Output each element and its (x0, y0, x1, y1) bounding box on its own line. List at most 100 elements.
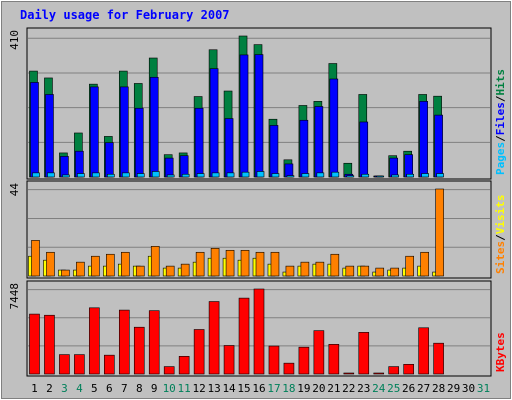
x-tick-day-13: 13 (207, 382, 220, 395)
bar-sites-day-7 (120, 251, 130, 277)
bar-files-day-27 (419, 101, 428, 178)
bar-kbytes-day-19 (298, 346, 310, 375)
bar-pages-day-16 (256, 171, 265, 178)
bar-sites-day-10 (165, 265, 175, 277)
y-max-label: 410 (8, 30, 21, 50)
bar-sites-day-13 (210, 248, 220, 277)
x-tick-day-26: 26 (402, 382, 415, 395)
bar-pages-day-2 (47, 172, 55, 178)
panel-visits-sites: 44 Sites/Visits (8, 180, 507, 279)
bar-sites-day-24 (375, 267, 385, 277)
bar-files-day-21 (329, 78, 339, 178)
bar-kbytes-day-16 (253, 288, 265, 375)
bar-sites-day-11 (180, 263, 190, 277)
bar-kbytes-day-3 (59, 354, 70, 375)
bar-sites-day-14 (225, 249, 235, 277)
legend-separator: / (494, 234, 507, 241)
bar-pages-day-24 (376, 175, 385, 178)
x-tick-day-18: 18 (282, 382, 295, 395)
legend-sites: Sites (494, 241, 507, 274)
bar-pages-day-1 (32, 172, 40, 178)
legend-kbytes: KBytes (494, 332, 507, 372)
bar-pages-day-18 (286, 175, 295, 178)
panel-kbytes: 7448 KBytes (8, 280, 507, 377)
bar-sites-day-27 (420, 251, 429, 277)
bar-files-day-9 (149, 76, 159, 178)
x-tick-day-22: 22 (342, 382, 355, 395)
bar-sites-day-8 (135, 265, 145, 277)
bar-pages-day-13 (211, 172, 220, 178)
bar-kbytes-day-27 (418, 327, 429, 375)
bar-files-day-23 (359, 121, 369, 178)
x-tick-day-12: 12 (193, 382, 206, 395)
bar-pages-day-9 (151, 171, 160, 178)
legend-visits: Visits (494, 195, 507, 235)
bar-pages-day-5 (92, 172, 100, 178)
bar-files-day-14 (224, 118, 234, 178)
bar-sites-day-15 (240, 249, 250, 277)
x-tick-day-8: 8 (136, 382, 143, 395)
bar-files-day-19 (299, 119, 309, 178)
bar-files-day-20 (314, 106, 324, 178)
bar-kbytes-day-9 (148, 310, 160, 375)
bar-sites-day-23 (360, 265, 370, 277)
bar-files-day-10 (164, 157, 174, 178)
bar-sites-day-21 (330, 253, 340, 277)
bar-files-day-8 (134, 107, 144, 178)
bar-pages-day-8 (136, 173, 145, 178)
x-tick-day-19: 19 (297, 382, 310, 395)
x-tick-day-10: 10 (163, 382, 176, 395)
bar-sites-day-26 (405, 255, 414, 277)
x-tick-day-29: 29 (447, 382, 460, 395)
legend-hits: Hits (494, 69, 507, 96)
bar-sites-day-19 (300, 261, 310, 277)
bar-pages-day-19 (301, 173, 310, 178)
bar-pages-day-7 (121, 172, 130, 178)
x-tick-day-17: 17 (267, 382, 280, 395)
x-tick-day-15: 15 (237, 382, 250, 395)
x-tick-day-27: 27 (417, 382, 430, 395)
bar-files-day-28 (434, 114, 443, 178)
bar-pages-day-26 (406, 173, 414, 178)
x-tick-day-23: 23 (357, 382, 370, 395)
x-tick-day-3: 3 (61, 382, 68, 395)
x-tick-day-16: 16 (252, 382, 265, 395)
bar-pages-day-22 (346, 175, 355, 178)
bar-files-day-13 (209, 68, 219, 178)
bar-sites-day-2 (46, 251, 55, 277)
bar-kbytes-day-24 (373, 372, 385, 375)
bar-files-day-1 (30, 82, 39, 178)
bar-sites-day-20 (315, 261, 325, 277)
bar-pages-day-28 (436, 173, 444, 178)
bar-pages-day-14 (226, 172, 235, 178)
x-tick-day-20: 20 (312, 382, 325, 395)
bar-sites-day-1 (31, 240, 40, 277)
bar-pages-day-3 (62, 174, 70, 178)
series-legend: Pages/Files/Hits (494, 69, 507, 175)
bar-pages-day-12 (196, 173, 205, 178)
x-tick-day-4: 4 (76, 382, 83, 395)
bar-kbytes-day-7 (118, 309, 130, 375)
bar-sites-day-25 (390, 267, 400, 277)
bar-kbytes-day-13 (208, 301, 220, 375)
x-tick-day-24: 24 (372, 382, 386, 395)
bar-files-day-18 (284, 163, 294, 178)
x-tick-day-21: 21 (327, 382, 340, 395)
x-tick-day-11: 11 (178, 382, 191, 395)
bar-pages-day-25 (391, 174, 400, 178)
bar-sites-day-9 (150, 246, 160, 277)
bar-kbytes-day-2 (44, 314, 55, 375)
bar-kbytes-day-25 (388, 366, 400, 375)
bar-sites-day-18 (285, 265, 295, 277)
y-max-label: 7448 (8, 283, 21, 310)
x-tick-day-25: 25 (387, 382, 400, 395)
bar-kbytes-day-22 (343, 372, 355, 375)
x-tick-day-28: 28 (432, 382, 445, 395)
x-tick-day-1: 1 (31, 382, 38, 395)
bar-sites-day-22 (345, 265, 355, 277)
bar-files-day-6 (105, 142, 114, 178)
bar-pages-day-6 (107, 173, 115, 178)
